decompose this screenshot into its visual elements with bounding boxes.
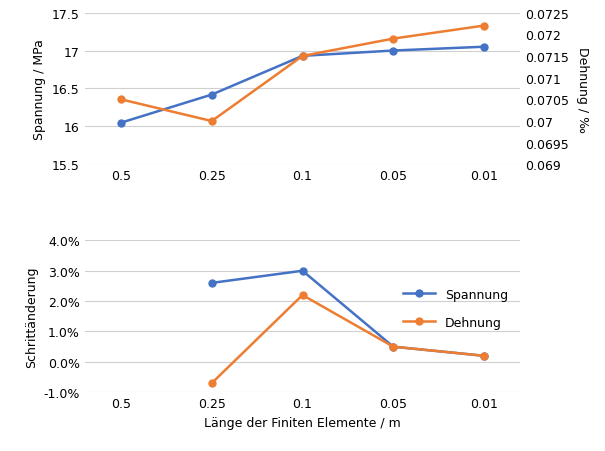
Spannung — [390, 344, 397, 350]
Dehnung — [299, 293, 306, 298]
Line: Dehnung: Dehnung — [208, 292, 488, 387]
Y-axis label: Schrittänderung: Schrittänderung — [25, 266, 38, 367]
Dehnung — [480, 353, 488, 359]
Legend: Spannung, Dehnung: Spannung, Dehnung — [397, 282, 514, 336]
Line: Spannung: Spannung — [208, 268, 488, 359]
Spannung — [208, 281, 215, 286]
Dehnung — [208, 381, 215, 386]
Y-axis label: Dehnung / ‰: Dehnung / ‰ — [575, 46, 589, 132]
Dehnung — [390, 344, 397, 350]
Spannung — [480, 353, 488, 359]
X-axis label: Länge der Finiten Elemente / m: Länge der Finiten Elemente / m — [204, 416, 401, 429]
Y-axis label: Spannung / MPa: Spannung / MPa — [33, 39, 47, 140]
Spannung — [299, 268, 306, 274]
